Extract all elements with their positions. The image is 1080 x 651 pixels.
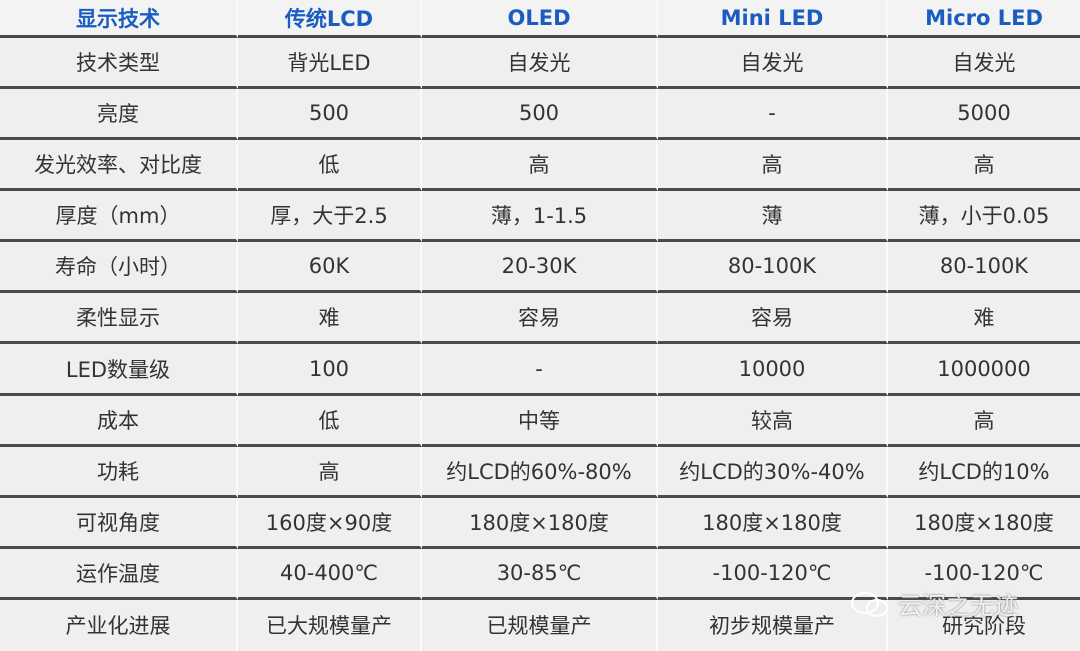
cell: 研究阶段 <box>942 614 1026 639</box>
cell: 80-100K <box>888 242 1080 294</box>
row-label: 发光效率、对比度 <box>0 140 238 192</box>
cell: -100-120℃ <box>888 549 1080 600</box>
cell: 500 <box>422 89 658 141</box>
cell: - <box>658 89 888 141</box>
cell: 180度×180度 <box>888 498 1080 549</box>
cell: 已规模量产 <box>422 599 658 651</box>
cell: 高 <box>422 140 658 192</box>
cell: 自发光 <box>422 38 658 90</box>
cell: 高 <box>888 140 1080 192</box>
cell: 约LCD的30%-40% <box>658 446 888 498</box>
cell: 容易 <box>658 293 888 345</box>
header-cell: Micro LED <box>888 0 1080 38</box>
row-label: 产业化进展 <box>0 599 238 651</box>
watermark-text: 云深之无迹 <box>898 592 1018 620</box>
cell: 厚，大于2.5 <box>238 191 422 243</box>
cell: 20-30K <box>422 242 658 294</box>
cell: 180度×180度 <box>658 497 888 549</box>
cell: 40-400℃ <box>238 548 422 600</box>
row-label: 柔性显示 <box>0 293 238 345</box>
cell: 低 <box>238 140 422 192</box>
watermark: 云深之无迹 <box>850 586 1018 621</box>
row-label: 亮度 <box>0 89 238 141</box>
cell: 容易 <box>422 293 658 345</box>
cell: -100-120℃ <box>658 548 888 600</box>
cell: 已大规模量产 <box>238 599 422 651</box>
row-label: 技术类型 <box>0 38 238 90</box>
cell: 薄，小于0.05 <box>888 191 1080 243</box>
cell: 约LCD的60%-80% <box>422 446 658 498</box>
header-cell: 传统LCD <box>238 0 422 38</box>
cell: 中等 <box>422 395 658 447</box>
cell: 1000000 <box>888 344 1080 396</box>
cell: 初步规模量产 <box>658 599 888 651</box>
row-label: 可视角度 <box>0 497 238 549</box>
cell: 高 <box>238 446 422 498</box>
cell: 难 <box>888 293 1080 345</box>
cell: 薄 <box>658 191 888 243</box>
cell: 约LCD的10% <box>888 447 1080 498</box>
header-cell: Mini LED <box>658 0 888 38</box>
cell: 背光LED <box>238 38 422 90</box>
header-cell: OLED <box>422 0 658 38</box>
cell: 较高 <box>658 395 888 447</box>
cell: 高 <box>658 140 888 192</box>
row-label: 运作温度 <box>0 548 238 600</box>
cell: 低 <box>238 395 422 447</box>
cell: 5000 <box>888 89 1080 141</box>
row-label: 功耗 <box>0 446 238 498</box>
cell: 30-85℃ <box>422 548 658 600</box>
cell: 160度×90度 <box>238 497 422 549</box>
cell: 100 <box>238 344 422 396</box>
row-label: 寿命（小时） <box>0 242 238 294</box>
row-label: 厚度（mm） <box>0 191 238 243</box>
row-label: 成本 <box>0 395 238 447</box>
cell: 80-100K <box>658 242 888 294</box>
cell: 180度×180度 <box>422 497 658 549</box>
header-cell: 显示技术 <box>0 0 238 38</box>
cell: 薄，1-1.5 <box>422 191 658 243</box>
cell: 自发光 <box>888 38 1080 90</box>
watermark-icon <box>851 591 888 617</box>
cell: 500 <box>238 89 422 141</box>
cell: 自发光 <box>658 38 888 90</box>
row-label: LED数量级 <box>0 344 238 396</box>
cell: 60K <box>238 242 422 294</box>
cell: 难 <box>238 293 422 345</box>
cell: 10000 <box>658 344 888 396</box>
cell: 高 <box>888 396 1080 447</box>
cell: - <box>422 344 658 396</box>
